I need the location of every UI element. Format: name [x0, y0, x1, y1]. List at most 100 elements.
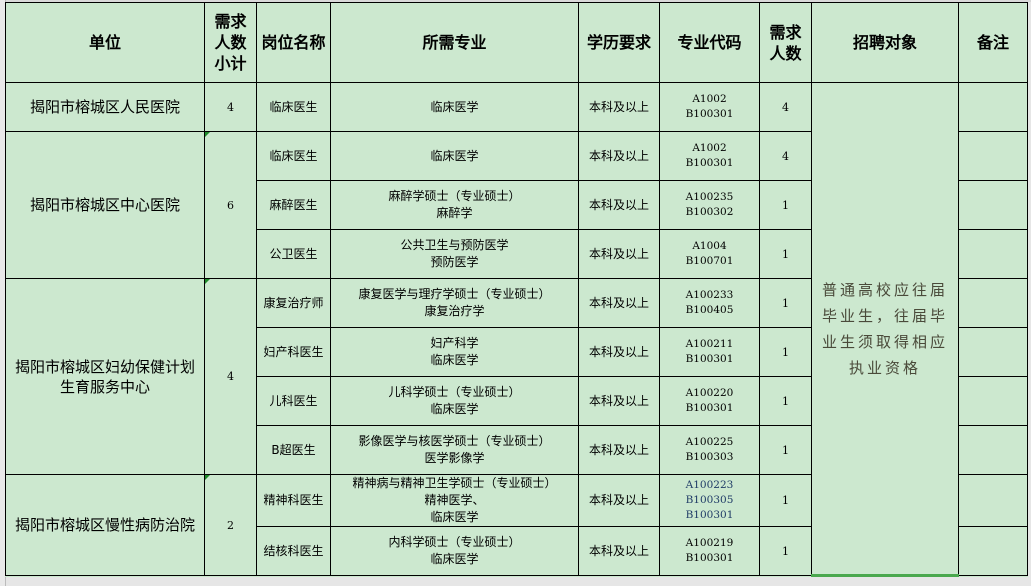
cell-line: A100233: [685, 289, 734, 301]
major-cell[interactable]: 内科学硕士（专业硕士） 临床医学: [330, 526, 579, 576]
header-code[interactable]: 专业代码: [659, 2, 760, 83]
header-education[interactable]: 学历要求: [578, 2, 660, 83]
remark-cell[interactable]: [958, 474, 1028, 527]
count-cell[interactable]: 1: [759, 278, 812, 328]
cell-line: B100301: [685, 108, 734, 120]
remark-cell[interactable]: [958, 131, 1028, 181]
position-cell[interactable]: 结核科医生: [256, 526, 331, 576]
cell-line: 医学影像学: [424, 451, 485, 465]
table-row: 妇产科医生 妇产科学 临床医学 本科及以上 A100211 B100301 1: [6, 327, 1028, 377]
position-cell[interactable]: B超医生: [256, 425, 331, 475]
remark-cell[interactable]: [958, 82, 1028, 132]
table-row: 揭阳市榕城区妇幼保健计划 生育服务中心 4 康复治疗师 康复医学与理疗学硕士（专业硕士）…: [5, 278, 1028, 475]
major-cell[interactable]: 临床医学: [330, 82, 579, 132]
education-cell[interactable]: 本科及以上: [578, 180, 660, 230]
count-cell[interactable]: 1: [759, 425, 812, 475]
count-cell[interactable]: 4: [759, 131, 812, 181]
remark-cell[interactable]: [958, 180, 1028, 230]
header-text: 小计: [214, 54, 247, 73]
education-cell[interactable]: 本科及以上: [578, 474, 660, 527]
subtotal-cell[interactable]: 4: [204, 278, 257, 475]
major-cell[interactable]: 公共卫生与预防医学 预防医学: [330, 229, 579, 279]
major-cell[interactable]: 妇产科学 临床医学: [330, 327, 579, 377]
cell-line: B100303: [685, 451, 734, 463]
count-cell[interactable]: 1: [759, 180, 812, 230]
cell-line: B100301: [685, 509, 734, 521]
cell-line: 预防医学: [430, 255, 479, 269]
remark-cell[interactable]: [958, 229, 1028, 279]
code-cell[interactable]: A100219 B100301: [659, 526, 760, 576]
code-cell[interactable]: A100211 B100301: [659, 327, 760, 377]
education-cell[interactable]: 本科及以上: [578, 526, 660, 576]
major-cell[interactable]: 麻醉学硕士（专业硕士） 麻醉学: [330, 180, 579, 230]
code-cell[interactable]: A100235 B100302: [659, 180, 760, 230]
education-cell[interactable]: 本科及以上: [578, 376, 660, 426]
subtotal-cell[interactable]: 4: [204, 82, 257, 132]
cell-line: A100235: [685, 191, 734, 203]
table-row: 揭阳市榕城区中心医院 6 临床医生 临床医学 本科及以上 A1002 B100301 4: [5, 131, 1028, 279]
education-cell[interactable]: 本科及以上: [578, 229, 660, 279]
position-cell[interactable]: 儿科医生: [256, 376, 331, 426]
subtotal-cell[interactable]: 2: [204, 474, 257, 576]
remark-cell[interactable]: [958, 425, 1028, 475]
major-cell[interactable]: 儿科学硕士（专业硕士） 临床医学: [330, 376, 579, 426]
header-subtotal[interactable]: 需求 人数 小计: [204, 2, 257, 83]
count-cell[interactable]: 1: [759, 327, 812, 377]
major-cell[interactable]: 精神病与精神卫生学硕士（专业硕士） 精神医学、 临床医学: [330, 474, 579, 527]
position-cell[interactable]: 临床医生: [256, 82, 331, 132]
code-cell[interactable]: A100220 B100301: [659, 376, 760, 426]
position-cell[interactable]: 麻醉医生: [256, 180, 331, 230]
header-target[interactable]: 招聘对象: [811, 2, 959, 83]
remark-cell[interactable]: [958, 278, 1028, 328]
code-cell[interactable]: A1002 B100301: [659, 131, 760, 181]
unit-cell[interactable]: 揭阳市榕城区妇幼保健计划 生育服务中心: [5, 278, 205, 475]
education-cell[interactable]: 本科及以上: [578, 131, 660, 181]
count-cell[interactable]: 4: [759, 82, 812, 132]
cell-line: 临床医学: [430, 510, 479, 524]
header-unit[interactable]: 单位: [5, 2, 205, 83]
header-major[interactable]: 所需专业: [330, 2, 579, 83]
education-cell[interactable]: 本科及以上: [578, 278, 660, 328]
major-cell[interactable]: 临床医学: [330, 131, 579, 181]
major-cell[interactable]: 影像医学与核医学硕士（专业硕士） 医学影像学: [330, 425, 579, 475]
cell-line: B100301: [685, 552, 734, 564]
remark-cell[interactable]: [958, 526, 1028, 576]
remark-cell[interactable]: [958, 376, 1028, 426]
header-remark[interactable]: 备注: [958, 2, 1028, 83]
count-cell[interactable]: 1: [759, 229, 812, 279]
code-cell[interactable]: A1002 B100301: [659, 82, 760, 132]
target-cell[interactable]: 普通高校应往届毕业生，往届毕业生须取得相应执业资格: [811, 82, 959, 577]
position-cell[interactable]: 康复治疗师: [256, 278, 331, 328]
table-row: 公卫医生 公共卫生与预防医学 预防医学 本科及以上 A1004 B100701 1: [6, 229, 1028, 279]
code-cell[interactable]: A100225 B100303: [659, 425, 760, 475]
major-cell[interactable]: 康复医学与理疗学硕士（专业硕士） 康复治疗学: [330, 278, 579, 328]
education-cell[interactable]: 本科及以上: [578, 425, 660, 475]
header-text: 需求: [769, 22, 802, 42]
education-cell[interactable]: 本科及以上: [578, 82, 660, 132]
code-cell[interactable]: A100233 B100405: [659, 278, 760, 328]
unit-cell[interactable]: 揭阳市榕城区慢性病防治院: [5, 474, 205, 576]
cell-line: 临床医学: [430, 402, 479, 416]
position-cell[interactable]: 公卫医生: [256, 229, 331, 279]
code-cell[interactable]: A1004 B100701: [659, 229, 760, 279]
unit-cell[interactable]: 揭阳市榕城区中心医院: [5, 131, 205, 279]
count-cell[interactable]: 1: [759, 526, 812, 576]
unit-cell[interactable]: 揭阳市榕城区人民医院: [5, 82, 205, 132]
header-row: 单位 需求 人数 小计 岗位名称 所需专业 学历要求 专业代码 需求 人数 招聘对象 …: [5, 2, 1028, 83]
count-cell[interactable]: 1: [759, 376, 812, 426]
position-cell[interactable]: 妇产科医生: [256, 327, 331, 377]
position-cell[interactable]: 临床医生: [256, 131, 331, 181]
cell-line: 临床医学: [430, 353, 479, 367]
position-cell[interactable]: 精神科医生: [256, 474, 331, 527]
header-text: 人数: [214, 33, 247, 52]
cell-line: 临床医学: [430, 148, 479, 163]
education-cell[interactable]: 本科及以上: [578, 327, 660, 377]
count-cell[interactable]: 1: [759, 474, 812, 527]
header-count[interactable]: 需求 人数: [759, 2, 812, 83]
subtotal-cell[interactable]: 6: [204, 131, 257, 279]
sheet-top-edge: [0, 0, 1031, 2]
remark-cell[interactable]: [958, 327, 1028, 377]
code-cell[interactable]: A100223 B100305 B100301: [659, 474, 760, 527]
header-position[interactable]: 岗位名称: [256, 2, 331, 83]
cell-line: A100223: [685, 479, 734, 491]
